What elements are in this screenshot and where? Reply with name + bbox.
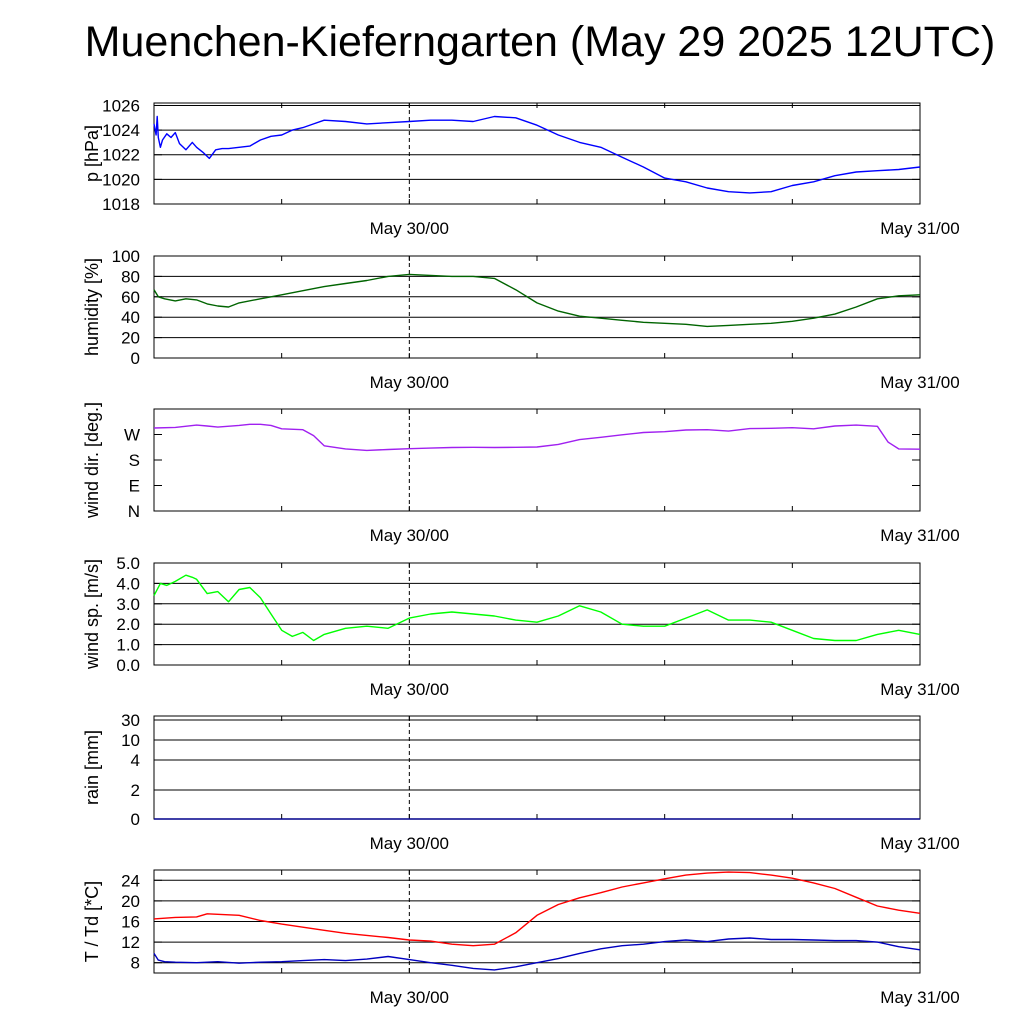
- y-tick-label: 2.0: [116, 615, 140, 634]
- y-tick-label: 0: [131, 810, 140, 829]
- y-tick-label: 20: [121, 892, 140, 911]
- y-tick-label: 3.0: [116, 595, 140, 614]
- y-tick-label: 24: [121, 871, 140, 890]
- series-line-temperature: [153, 871, 921, 947]
- y-tick-label: 10: [121, 731, 140, 750]
- y-axis-label: T / Td [*C]: [82, 881, 102, 962]
- y-tick-label: 4.0: [116, 574, 140, 593]
- y-axis-label: rain [mm]: [82, 730, 102, 805]
- x-tick-label: May 31/00: [880, 988, 959, 1007]
- x-tick-label: May 31/00: [880, 526, 959, 545]
- y-tick-label: 0.0: [116, 656, 140, 675]
- y-tick-label: W: [124, 426, 140, 445]
- y-tick-label: 1022: [102, 146, 140, 165]
- plot-frame: [153, 562, 921, 666]
- y-tick-label: 16: [121, 913, 140, 932]
- series-line-humidity: [153, 273, 921, 328]
- y-axis-label: p [hPa]: [82, 125, 102, 182]
- y-axis-label: wind sp. [m/s]: [82, 559, 102, 670]
- series-line-dewpoint: [153, 937, 921, 971]
- y-tick-label: 1018: [102, 195, 140, 214]
- series-line-pressure: [153, 115, 921, 194]
- y-tick-label: 40: [121, 308, 140, 327]
- x-tick-label: May 31/00: [880, 219, 959, 238]
- x-tick-label: May 31/00: [880, 834, 959, 853]
- y-tick-label: 12: [121, 933, 140, 952]
- y-tick-label: 20: [121, 329, 140, 348]
- x-tick-label: May 30/00: [370, 373, 449, 392]
- y-axis-label: humidity [%]: [82, 258, 102, 356]
- x-tick-label: May 30/00: [370, 834, 449, 853]
- plot-frame: [153, 715, 921, 820]
- x-tick-label: May 30/00: [370, 526, 449, 545]
- y-tick-label: 2: [131, 781, 140, 800]
- x-tick-label: May 30/00: [370, 680, 449, 699]
- page-title: Muenchen-Kieferngarten (May 29 2025 12UT…: [84, 18, 996, 66]
- series-line-wind_dir: [153, 423, 921, 452]
- series-line-wind_speed: [153, 574, 921, 642]
- y-tick-label: 60: [121, 288, 140, 307]
- panel-1: 1018 1020 1022 1024 1026 May 30/00 May 31/00 p …: [82, 96, 960, 238]
- panel-4: 0.01.0 2.03.0 4.05.0 May 30/00 May 31/00 wind…: [82, 554, 960, 699]
- y-tick-label: N: [128, 502, 140, 521]
- y-tick-label: 5.0: [116, 554, 140, 573]
- y-axis-label: wind dir. [deg.]: [82, 402, 102, 519]
- plot-frame: [153, 255, 921, 359]
- y-tick-label: 1024: [102, 121, 140, 140]
- plot-frame: [153, 408, 921, 512]
- y-tick-label: 1026: [102, 96, 140, 115]
- x-tick-label: May 31/00: [880, 680, 959, 699]
- y-tick-label: 1020: [102, 170, 140, 189]
- y-tick-label: 30: [121, 711, 140, 730]
- y-tick-label: 100: [112, 247, 140, 266]
- x-tick-label: May 30/00: [370, 219, 449, 238]
- y-tick-label: 4: [131, 751, 140, 770]
- y-tick-label: 0: [131, 349, 140, 368]
- y-tick-label: 1.0: [116, 636, 140, 655]
- plot-frame: [153, 102, 921, 205]
- y-tick-label: 80: [121, 267, 140, 286]
- x-tick-label: May 30/00: [370, 988, 449, 1007]
- y-tick-label: 8: [131, 954, 140, 973]
- y-tick-label: E: [129, 477, 140, 496]
- x-tick-label: May 31/00: [880, 373, 959, 392]
- y-tick-label: S: [129, 451, 140, 470]
